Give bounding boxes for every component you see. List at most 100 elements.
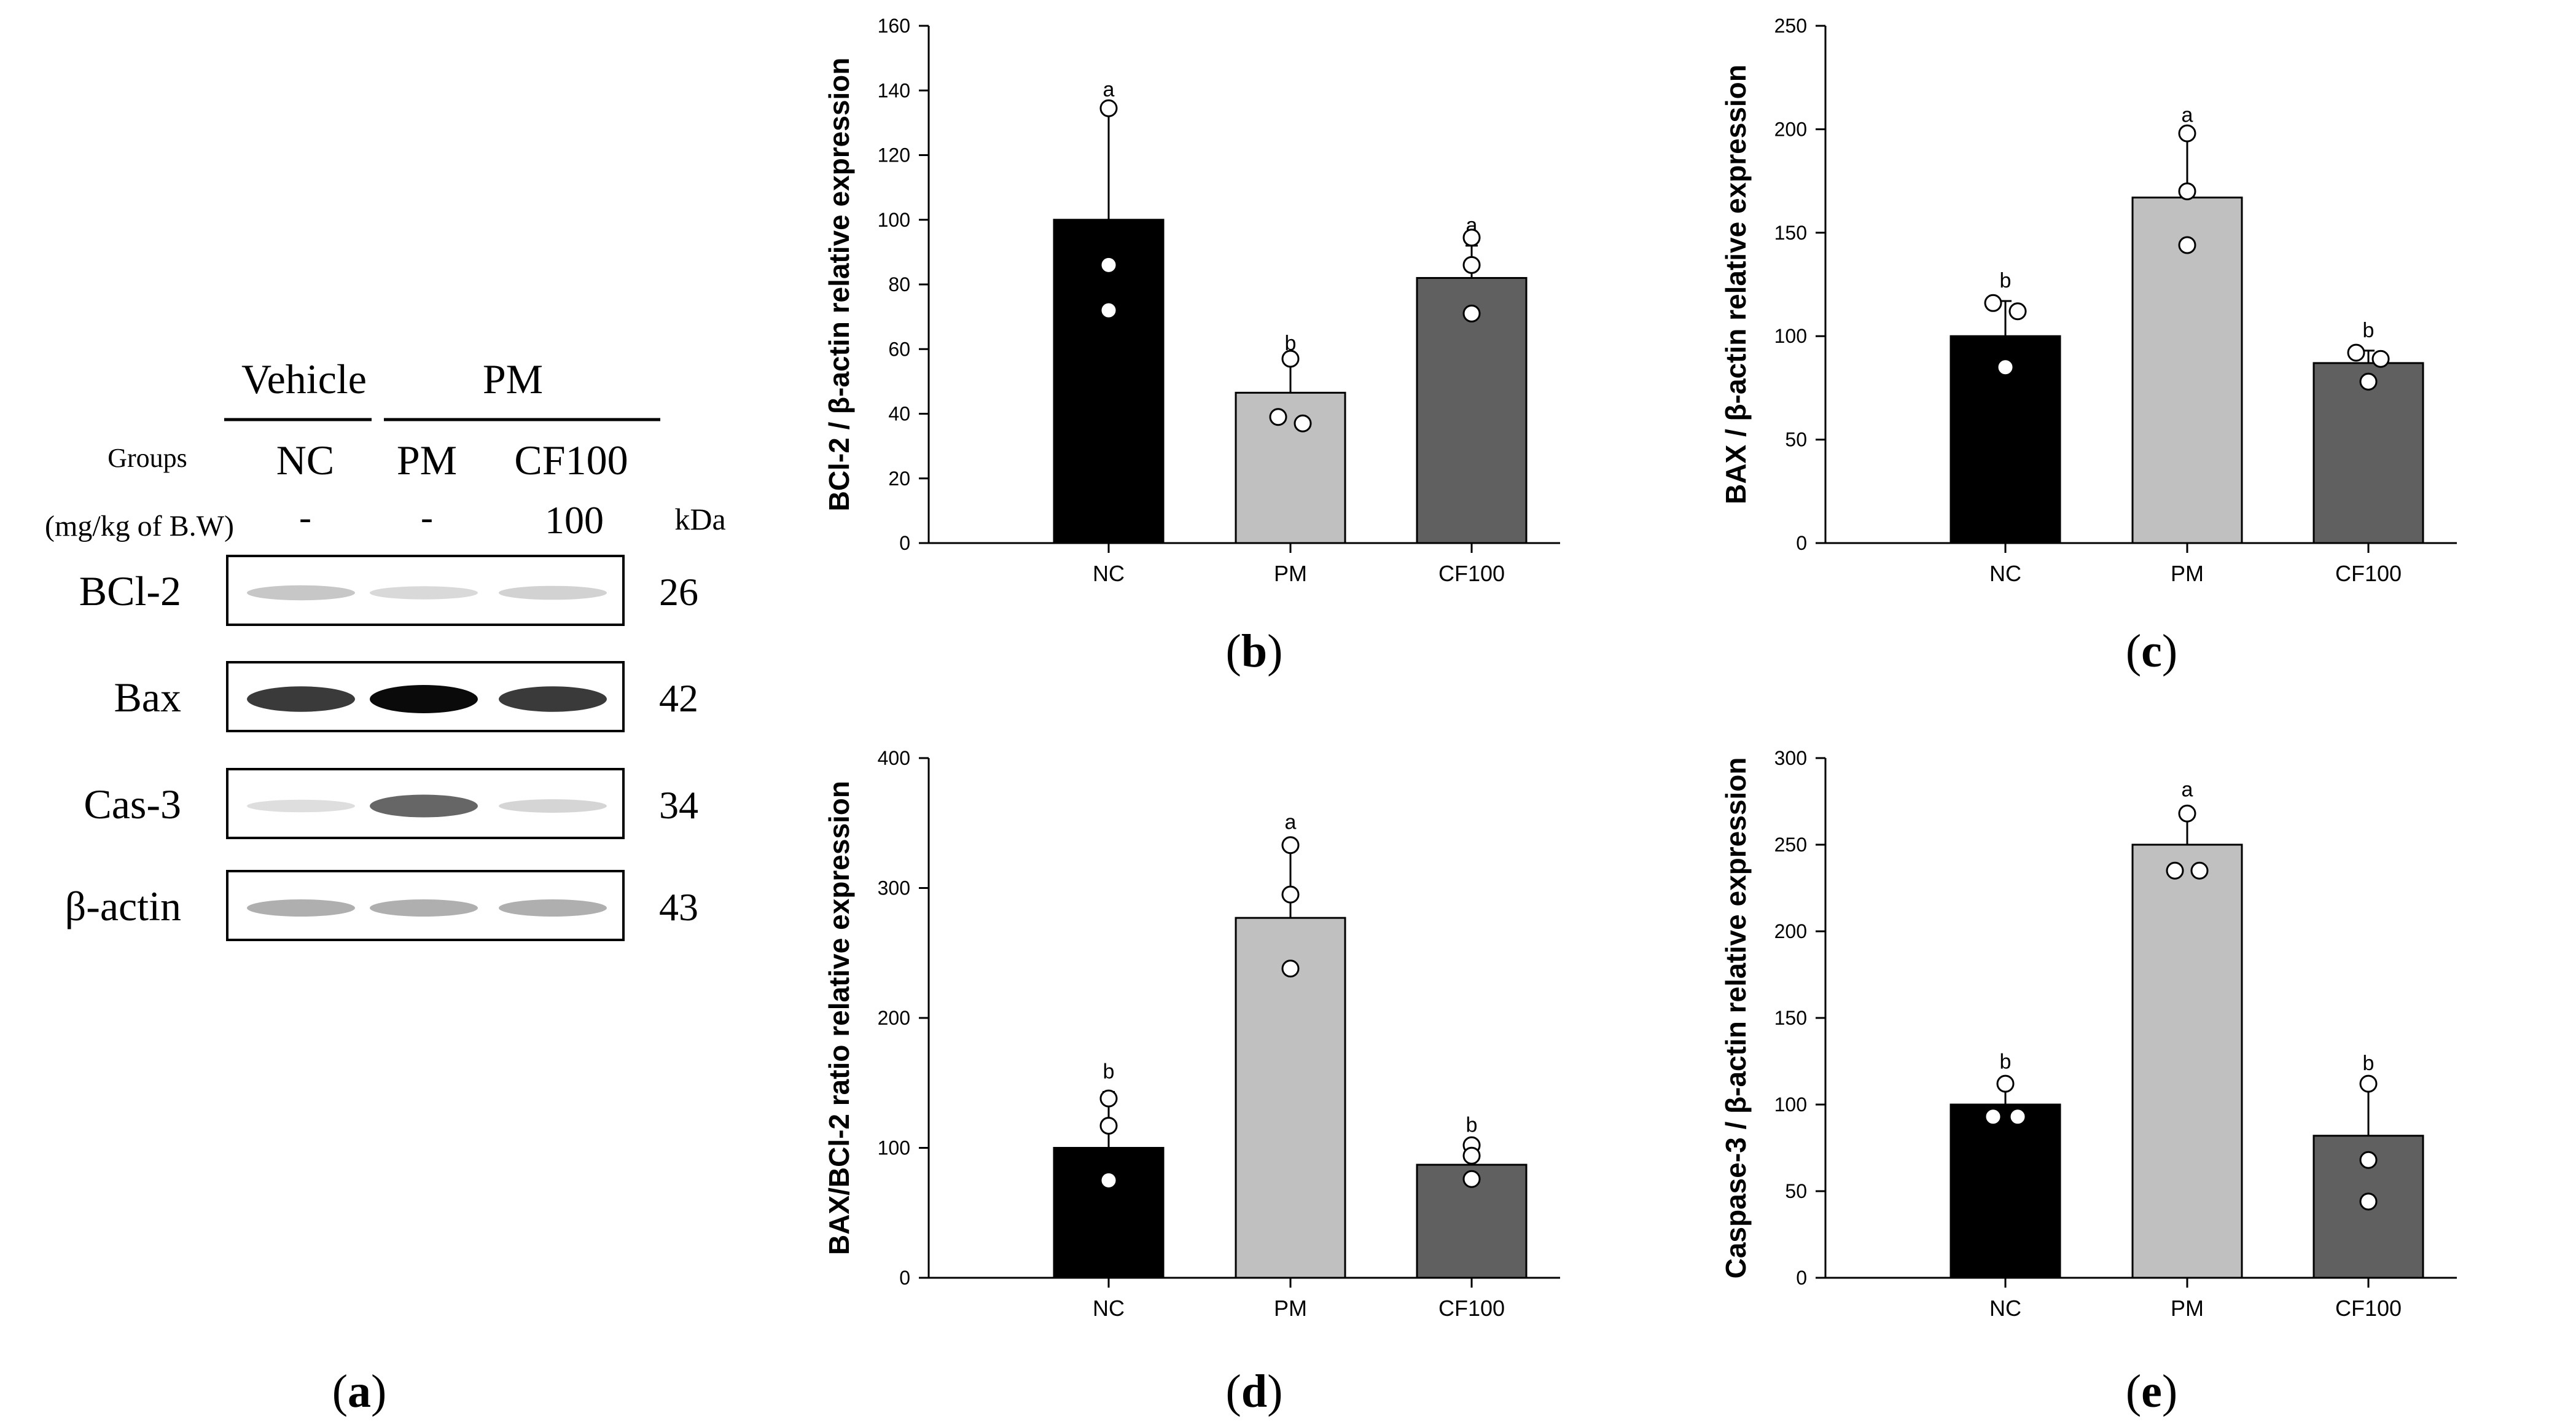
blot-band (499, 799, 607, 813)
blot-kda-value: 26 (659, 570, 698, 614)
data-point (2178, 124, 2196, 143)
blot-kda-value: 34 (659, 783, 698, 827)
x-tick-label: NC (1989, 561, 2021, 586)
x-tick-label: PM (2171, 1296, 2204, 1321)
y-tick-label: 160 (878, 15, 910, 37)
x-tick-label: PM (1274, 561, 1307, 586)
dose-label: (mg/kg of B.W) (45, 510, 234, 542)
y-tick-label: 100 (878, 209, 910, 231)
blot-band (247, 585, 355, 601)
x-tick-label: CF100 (1438, 561, 1505, 586)
y-tick-label: 60 (888, 338, 910, 360)
y-tick-label: 300 (1774, 747, 1807, 769)
significance-letter: a (2182, 104, 2193, 127)
y-tick-label: 200 (1774, 920, 1807, 942)
data-point (2008, 1108, 2027, 1126)
blot-protein-label: β-actin (65, 883, 181, 929)
y-tick-label: 100 (878, 1137, 910, 1159)
blot-band (247, 686, 355, 712)
dose-cf100: 100 (545, 498, 604, 542)
blot-row-actin: β-actin 43 (65, 870, 698, 941)
y-tick-label: 250 (1774, 15, 1807, 37)
bar-nc (1053, 1147, 1165, 1279)
y-tick-label: 150 (1774, 1007, 1807, 1029)
data-point (1281, 350, 1300, 368)
blot-band (247, 899, 355, 917)
panel-label-d: (d) (1226, 1366, 1283, 1417)
significance-letter: b (1103, 1060, 1115, 1084)
y-tick-label: 140 (878, 79, 910, 101)
data-point (1099, 99, 1118, 117)
y-tick-label: 0 (899, 1267, 910, 1289)
bar-pm (1235, 391, 1346, 544)
y-tick-label: 200 (878, 1007, 910, 1029)
blot-protein-label: Cas-3 (84, 781, 181, 827)
y-tick-label: 100 (1774, 325, 1807, 347)
x-tick-label: PM (2171, 561, 2204, 586)
y-tick-label: 80 (888, 273, 910, 295)
data-point (2190, 861, 2209, 880)
data-point (1281, 885, 1300, 904)
data-point (1984, 1108, 2002, 1126)
x-tick-label: NC (1093, 561, 1125, 586)
dose-pm: - (421, 497, 433, 538)
data-point (2359, 372, 2378, 391)
y-axis-label: BAX / β-actin relative expression (1720, 65, 1752, 504)
data-point (2347, 343, 2365, 362)
y-tick-label: 40 (888, 403, 910, 425)
bar-cf100 (2313, 362, 2424, 544)
data-point (1996, 1074, 2015, 1093)
blot-band (370, 586, 478, 600)
data-point (2178, 804, 2196, 823)
panel-label-c: (c) (2126, 625, 2177, 677)
blot-kda-value: 42 (659, 676, 698, 720)
data-point (1984, 294, 2002, 312)
y-axis-label: BCl-2 / β-actin relative expression (823, 58, 855, 512)
significance-letter: b (2000, 1050, 2012, 1073)
significance-letter: b (2363, 1052, 2375, 1075)
x-tick-label: CF100 (1438, 1296, 1505, 1321)
chart-panel-b: BCl-2 / β-actin relative expression 0 20 40… (823, 15, 1560, 586)
data-point (1462, 256, 1481, 274)
bar-pm (1235, 917, 1346, 1279)
data-point (2008, 302, 2027, 321)
y-tick-label: 50 (1785, 429, 1807, 451)
data-point (1462, 1170, 1481, 1188)
blot-band (499, 686, 607, 712)
significance-letter: a (1285, 810, 1297, 834)
blot-band (370, 899, 478, 917)
bar-cf100 (1416, 1164, 1528, 1279)
y-tick-label: 50 (1785, 1180, 1807, 1202)
significance-letter: b (2363, 319, 2375, 342)
group-label-cf100: CF100 (514, 437, 628, 483)
blot-band (370, 794, 478, 818)
data-point (1462, 304, 1481, 323)
blot-band (247, 799, 355, 813)
x-tick-label: CF100 (2335, 561, 2402, 586)
y-tick-label: 200 (1774, 118, 1807, 140)
y-tick-label: 150 (1774, 222, 1807, 244)
data-point (1462, 229, 1481, 247)
y-tick-label: 0 (1796, 532, 1807, 554)
chart-panel-d: BAX/BCl-2 ratio relative expression 0 100 2… (823, 747, 1560, 1321)
data-point (2178, 182, 2196, 200)
blot-protein-label: Bax (114, 674, 181, 721)
y-tick-label: 120 (878, 144, 910, 166)
blot-row-bcl-2: BCl-2 26 (79, 555, 698, 626)
data-point (1099, 1171, 1118, 1189)
chart-panel-e: Caspase-3 / β-actin relative expression 0… (1720, 747, 2457, 1321)
x-tick-label: NC (1989, 1296, 2021, 1321)
blot-band (370, 685, 478, 713)
panel-label-a: (a) (332, 1366, 387, 1417)
header-vehicle: Vehicle (241, 356, 367, 402)
bar-charts: BCl-2 / β-actin relative expression 0 20 40… (823, 15, 2457, 1321)
y-tick-label: 100 (1774, 1093, 1807, 1116)
blot-row-cas-3: Cas-3 34 (84, 768, 698, 839)
data-point (2359, 1074, 2378, 1093)
group-label-pm: PM (397, 437, 457, 483)
significance-letter: a (2182, 778, 2193, 802)
data-point (1281, 960, 1300, 978)
x-tick-label: NC (1093, 1296, 1125, 1321)
y-tick-label: 20 (888, 467, 910, 490)
